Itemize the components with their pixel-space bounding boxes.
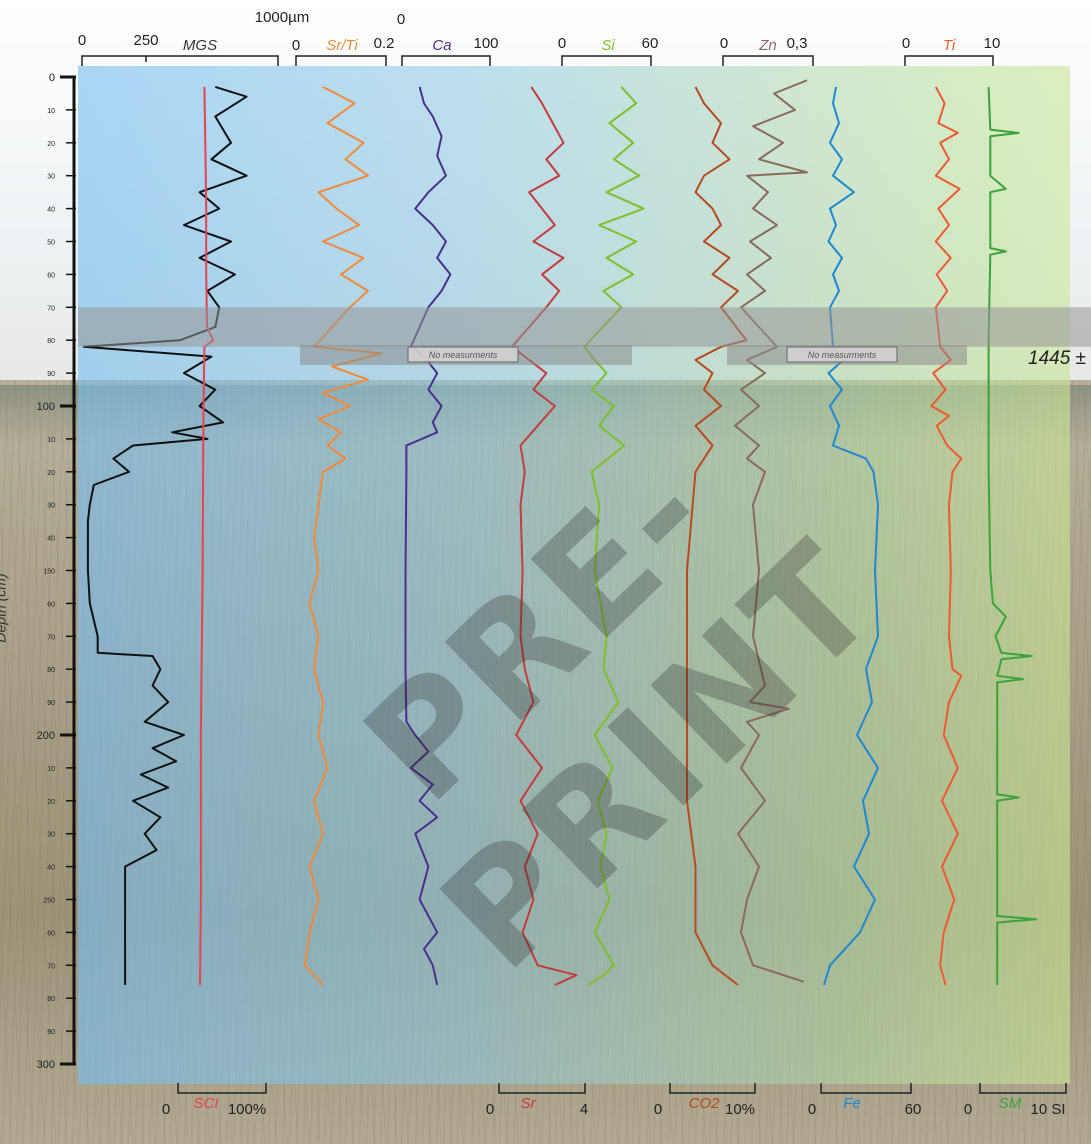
y-minor-tick-label: 70 — [47, 963, 55, 970]
series-line-ca — [404, 86, 452, 986]
y-minor-tick-label: 60 — [47, 272, 55, 279]
top-scale-title: Si — [601, 37, 615, 54]
y-minor-tick-label: 40 — [47, 207, 55, 214]
y-minor-tick-label: 30 — [47, 832, 55, 839]
top-scale-tick-label: 0,3 — [787, 35, 808, 52]
bottom-scale-tick-label: 0 — [162, 1101, 170, 1118]
bottom-scale-tick-label: 4 — [580, 1101, 588, 1118]
no-measurements-label: No measurments — [429, 350, 498, 360]
y-minor-tick-label: 90 — [47, 700, 55, 707]
y-minor-tick-label: 150 — [43, 569, 55, 576]
series-line-sr — [510, 86, 578, 986]
y-minor-tick-label: 20 — [47, 141, 55, 148]
y-minor-tick-label: 40 — [47, 536, 55, 543]
bottom-scale-tick-label: 0 — [654, 1101, 662, 1118]
top-scale-bracket — [81, 55, 279, 66]
top-scale-tick-label: 0 — [902, 35, 910, 52]
bottom-scale-tick-label: 10 SI — [1030, 1101, 1065, 1118]
top-scale-tick-label: 250 — [133, 32, 158, 49]
no-measurements-label: No measurments — [808, 350, 877, 360]
top-scale-tick-label: 0 — [78, 32, 86, 49]
bottom-scale-tick-label: 0 — [808, 1101, 816, 1118]
y-axis-title: Depth (cm) — [0, 573, 9, 643]
y-minor-tick-label: 80 — [47, 667, 55, 674]
bottom-scale-tick-label: 60 — [905, 1101, 922, 1118]
y-major-tick-label: 200 — [37, 730, 55, 742]
bottom-scale-tick-label: 100% — [228, 1101, 266, 1118]
no-measurements-box-right — [786, 346, 898, 363]
y-minor-tick-label: 60 — [47, 930, 55, 937]
y-minor-tick-label: 90 — [47, 371, 55, 378]
series-line-mgs — [83, 85, 248, 985]
bottom-scale-bracket — [820, 1083, 912, 1094]
series-line-sr-ti — [304, 86, 383, 986]
y-minor-tick-label: 70 — [47, 634, 55, 641]
y-minor-tick-label: 20 — [47, 470, 55, 477]
top-scale-tick-label: 0 — [292, 37, 300, 54]
series-line-co2 — [686, 86, 748, 986]
y-minor-tick-label: 250 — [43, 898, 55, 905]
bottom-scale-title: Fe — [843, 1095, 861, 1112]
bottom-scale-title: SCI — [193, 1095, 218, 1112]
bottom-scale-bracket — [979, 1083, 1067, 1094]
bottom-scale-tick-label: 0 — [486, 1101, 494, 1118]
y-minor-tick-label: 70 — [47, 305, 55, 312]
top-scale-title: MGS — [183, 37, 217, 54]
bottom-scale-bracket — [669, 1083, 756, 1094]
series-line-sm — [987, 86, 1037, 985]
top-scale-title: Sr/Ti — [326, 37, 358, 54]
bottom-scale-bracket — [177, 1083, 267, 1094]
y-minor-tick-label: 80 — [47, 996, 55, 1003]
bottom-scale-tick-label: 0 — [964, 1101, 972, 1118]
top-scale-bracket — [295, 55, 387, 66]
y-minor-tick-label: 40 — [47, 865, 55, 872]
bottom-scale-bracket — [498, 1083, 586, 1094]
gap-band — [78, 307, 1091, 347]
series-line-zn — [734, 79, 808, 983]
gap-annotation: 1445 ± — [1028, 348, 1086, 369]
y-minor-tick-label: 60 — [47, 601, 55, 608]
y-minor-tick-label: 10 — [47, 437, 55, 444]
top-scale-tick-label: 0 — [397, 11, 405, 28]
bottom-scale-title: CO2 — [689, 1095, 721, 1112]
y-major-tick-label: 300 — [37, 1059, 55, 1071]
top-scale-tick-label: 60 — [642, 35, 659, 52]
bottom-scale-title: Sr — [521, 1095, 537, 1112]
bottom-scale-tick-label: 10% — [725, 1101, 755, 1118]
bottom-scale-title: SM — [999, 1095, 1022, 1112]
y-major-tick-label: 0 — [49, 72, 55, 84]
top-scale-title: Zn — [758, 37, 777, 54]
chart-color-overlay — [78, 66, 1070, 1084]
y-minor-tick-label: 30 — [47, 503, 55, 510]
series-line-ti — [930, 86, 963, 986]
top-scale-title: Ca — [432, 37, 451, 54]
top-scale-bracket — [401, 55, 491, 66]
y-minor-tick-label: 20 — [47, 799, 55, 806]
y-minor-tick-label: 90 — [47, 1029, 55, 1036]
series-line-sci — [199, 86, 215, 986]
top-scale-tick-label: 0 — [720, 35, 728, 52]
top-scale-title: Ti — [943, 37, 956, 54]
y-minor-tick-label: 10 — [47, 766, 55, 773]
y-minor-tick-label: 30 — [47, 174, 55, 181]
top-scale-bracket — [904, 55, 994, 66]
top-scale-tick-label: 1000µm — [255, 9, 310, 26]
top-scale-tick-label: 100 — [473, 35, 498, 52]
y-minor-tick-label: 10 — [47, 108, 55, 115]
y-minor-tick-label: 50 — [47, 240, 55, 247]
y-major-tick-label: 100 — [37, 401, 55, 413]
top-scale-tick-label: 0.2 — [374, 35, 395, 52]
top-scale-bracket — [722, 55, 814, 66]
series-line-si — [583, 86, 645, 986]
series-line-fe — [823, 86, 879, 986]
top-scale-tick-label: 10 — [984, 35, 1001, 52]
no-measurements-box-left — [407, 346, 519, 363]
top-scale-bracket — [561, 55, 652, 66]
top-scale-tick-label: 0 — [558, 35, 566, 52]
y-minor-tick-label: 80 — [47, 338, 55, 345]
